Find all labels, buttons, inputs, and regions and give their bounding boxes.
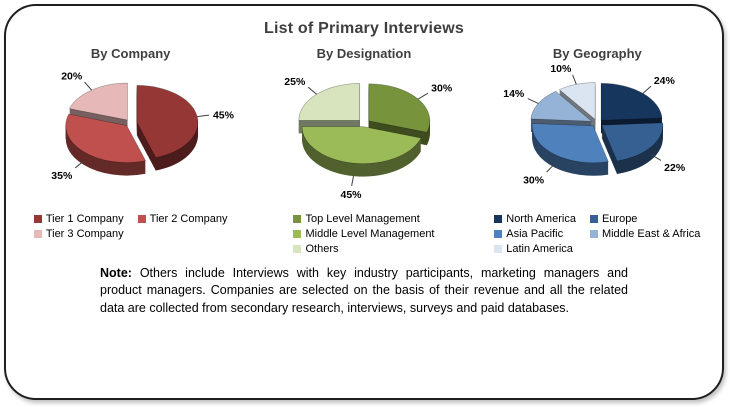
slice-label: 10% — [551, 63, 573, 75]
legend-label: Top Level Management — [305, 213, 420, 225]
legend-company: Tier 1 Company Tier 2 Company Tier 3 Compa… — [33, 213, 228, 240]
label-leader-line — [527, 98, 539, 104]
label-leader-line — [417, 92, 429, 100]
label-leader-line — [74, 160, 84, 169]
legend-swatch — [293, 215, 302, 223]
legend-swatch — [494, 215, 503, 223]
label-leader-line — [196, 114, 209, 118]
legend-item: Top Level Management — [293, 213, 434, 225]
slice-label: 14% — [504, 88, 526, 100]
pie-slice — [601, 83, 663, 121]
pie-chart-company: 45% 35% 20% — [51, 71, 235, 183]
label-leader-line — [351, 175, 354, 186]
slice-label: 30% — [431, 82, 453, 94]
label-leader-line — [642, 85, 652, 94]
legend-item: Latin America — [494, 243, 576, 255]
charts-row: By Company 45% 35% 20% Tier 1 Company Tier … — [6, 46, 722, 255]
legend-label: Tier 3 Company — [45, 228, 124, 240]
label-leader-line — [651, 154, 662, 161]
note-text: Note: Others include Interviews with key… — [100, 265, 628, 317]
legend-geography: North America Europe Asia Pacific Middle Ea… — [494, 213, 700, 255]
legend-swatch — [589, 215, 598, 223]
chart-title-geography: By Geography — [552, 46, 642, 61]
legend-item: Europe — [589, 213, 700, 225]
figure-panel: List of Primary Interviews By Company 45… — [4, 4, 724, 400]
legend-label: Middle East & Africa — [601, 228, 701, 240]
legend-swatch — [589, 230, 598, 238]
label-leader-line — [83, 81, 92, 91]
chart-column-geography: By Geography 24% 22% 30% 14% 10% North Ameri… — [481, 46, 714, 255]
legend-label: Tier 1 Company — [45, 213, 124, 225]
legend-swatch — [33, 230, 42, 238]
slice-label: 20% — [61, 71, 83, 83]
note-label: Note: — [100, 266, 132, 280]
legend-item: Tier 1 Company — [33, 213, 124, 225]
slice-label: 45% — [213, 110, 235, 122]
legend-label: North America — [506, 213, 576, 225]
pie-slice — [530, 90, 593, 122]
chart-title-company: By Company — [90, 46, 171, 61]
label-leader-line — [572, 74, 578, 85]
legend-swatch — [494, 230, 503, 238]
slice-label: 22% — [664, 162, 686, 174]
pie-slice — [559, 82, 596, 121]
slice-label: 30% — [523, 174, 545, 186]
legend-item: Others — [293, 243, 434, 255]
pie-slice — [301, 126, 422, 164]
pie-chart-designation: 30% 45% 25% — [284, 76, 453, 201]
pie-slice — [136, 85, 198, 158]
chart-column-designation: By Designation 30% 45% 25% Top Level Manag… — [247, 46, 480, 255]
legend-swatch — [293, 230, 302, 238]
slice-label: 24% — [654, 75, 676, 87]
legend-item: Tier 3 Company — [33, 228, 124, 240]
legend-label: Europe — [601, 213, 638, 225]
pie-slice — [65, 113, 146, 163]
legend-label: Asia Pacific — [506, 228, 564, 240]
legend-swatch — [293, 245, 302, 253]
label-leader-line — [307, 86, 317, 95]
slice-label: 35% — [51, 170, 73, 182]
slice-label: 45% — [340, 189, 362, 201]
pie-slice — [601, 122, 664, 162]
legend-label: Latin America — [506, 243, 573, 255]
legend-designation: Top Level Management Middle Level Managem… — [293, 213, 435, 255]
legend-swatch — [137, 215, 146, 223]
legend-swatch — [494, 245, 503, 253]
label-leader-line — [546, 163, 555, 173]
chart-title-designation: By Designation — [316, 46, 412, 61]
legend-label: Others — [305, 243, 339, 255]
legend-item: Middle East & Africa — [589, 228, 701, 240]
legend-item: Middle Level Management — [293, 228, 435, 240]
pie-chart-geography: 24% 22% 30% 14% 10% — [504, 63, 687, 186]
chart-column-company: By Company 45% 35% 20% Tier 1 Company Tier … — [14, 46, 247, 255]
legend-label: Middle Level Management — [305, 228, 435, 240]
pie-slice — [298, 83, 361, 121]
page-title: List of Primary Interviews — [264, 20, 464, 37]
legend-label: Tier 2 Company — [149, 213, 228, 225]
pie-slice — [532, 123, 610, 164]
legend-item: Asia Pacific — [494, 228, 576, 240]
legend-item: North America — [494, 213, 576, 225]
legend-swatch — [33, 215, 42, 223]
slice-label: 25% — [284, 76, 306, 88]
note-body: Others include Interviews with key indus… — [100, 266, 628, 315]
legend-item: Tier 2 Company — [137, 213, 228, 225]
